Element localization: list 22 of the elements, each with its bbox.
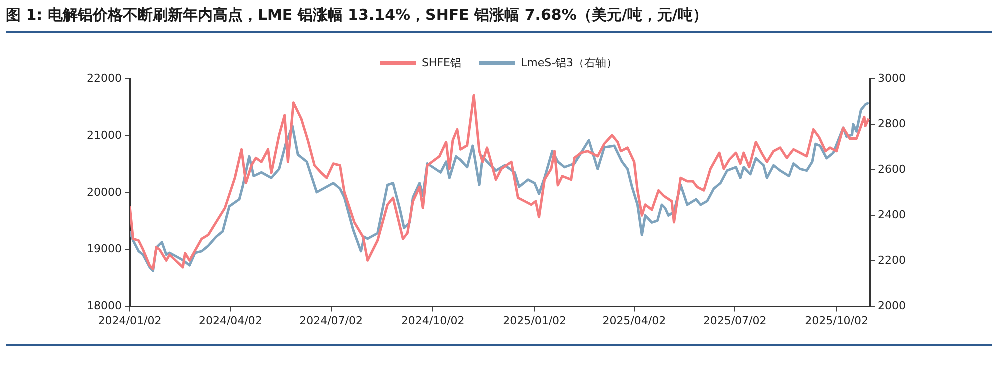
chart-title: 图 1: 电解铝价格不断刷新年内高点，LME 铝涨幅 13.14%，SHFE 铝涨幅 7.68%（美元/吨，元/吨） bbox=[6, 6, 992, 33]
y-tick-label: 22000 bbox=[87, 72, 122, 85]
y2-tick-label: 2800 bbox=[878, 117, 906, 130]
x-tick-label: 2024/01/02 bbox=[98, 314, 162, 328]
y-tick-label: 20000 bbox=[87, 186, 122, 199]
x-tick-label: 2025/10/02 bbox=[805, 314, 869, 328]
x-tick-label: 2024/07/02 bbox=[300, 314, 364, 328]
legend-label: SHFE铝 bbox=[422, 56, 462, 70]
y-tick-label: 21000 bbox=[87, 128, 122, 142]
x-tick-label: 2025/01/02 bbox=[503, 314, 567, 328]
x-tick-label: 2024/10/02 bbox=[401, 314, 465, 328]
y-tick-label: 19000 bbox=[87, 242, 122, 256]
y2-tick-label: 2200 bbox=[878, 254, 906, 268]
y-tick-label: 18000 bbox=[87, 300, 122, 313]
y2-tick-label: 2000 bbox=[878, 300, 906, 313]
y2-tick-label: 3000 bbox=[878, 72, 906, 85]
x-tick-label: 2024/04/02 bbox=[198, 314, 262, 328]
y2-tick-label: 2600 bbox=[878, 162, 906, 176]
y2-tick-label: 2400 bbox=[878, 208, 906, 222]
x-tick-label: 2025/07/02 bbox=[703, 314, 767, 328]
x-tick-label: 2025/04/02 bbox=[602, 314, 666, 328]
legend-label: LmeS-铝3（右轴） bbox=[520, 56, 618, 70]
